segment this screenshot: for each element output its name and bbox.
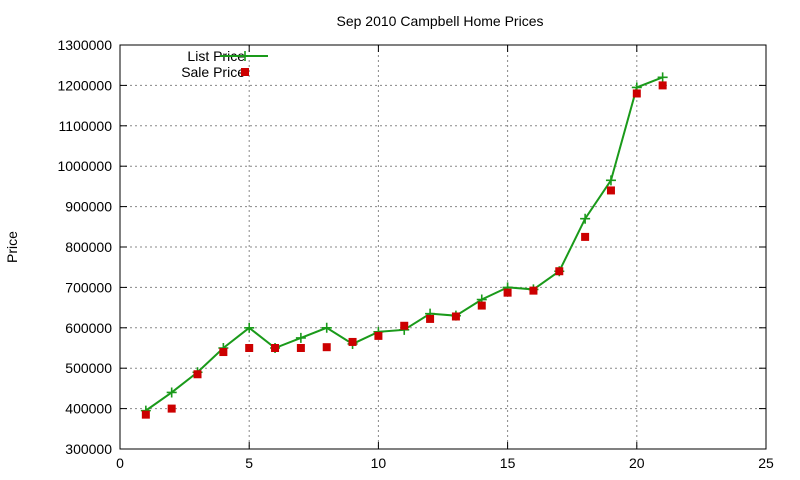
y-tick-label: 400000	[65, 401, 112, 417]
data-point	[658, 81, 667, 90]
data-point	[581, 232, 590, 241]
data-point	[529, 286, 538, 295]
legend-marker	[241, 68, 249, 76]
series-1	[141, 81, 667, 419]
data-point	[374, 331, 383, 340]
series-line	[145, 76, 664, 412]
chart-title: Sep 2010 Campbell Home Prices	[337, 13, 544, 29]
x-tick-label: 20	[629, 455, 645, 471]
legend-label: Sale Price	[181, 64, 245, 80]
data-point	[451, 312, 460, 321]
data-point	[321, 322, 332, 333]
data-point	[580, 213, 591, 224]
y-tick-label: 900000	[65, 199, 112, 215]
y-tick-label: 1100000	[59, 118, 113, 134]
y-axis-label: Price	[4, 231, 20, 263]
data-point	[477, 301, 486, 310]
data-point	[606, 186, 615, 195]
axis-ticks: 0 5 10 15 20 25 300000 400000 500000 600000 700000…	[57, 37, 774, 471]
data-point	[400, 321, 409, 330]
y-tick-label: 1000000	[57, 158, 112, 174]
data-point	[166, 387, 177, 398]
data-point	[245, 344, 254, 352]
data-point	[271, 344, 280, 352]
x-tick-label: 0	[116, 455, 124, 471]
data-point	[657, 72, 668, 83]
y-tick-label: 300000	[65, 441, 112, 457]
y-tick-label: 500000	[65, 360, 112, 376]
series-layer	[140, 72, 668, 419]
data-point	[141, 410, 150, 419]
data-point	[555, 267, 564, 276]
x-tick-label: 25	[758, 455, 774, 471]
grid	[120, 45, 766, 449]
y-tick-label: 1300000	[57, 37, 112, 53]
data-point	[167, 404, 176, 413]
data-point	[193, 370, 202, 379]
y-tick-label: 600000	[65, 320, 112, 336]
data-point	[348, 337, 357, 346]
data-point	[503, 288, 512, 297]
data-point	[219, 348, 228, 357]
legend-label: List Price	[187, 48, 245, 64]
x-tick-label: 10	[371, 455, 387, 471]
data-point	[295, 332, 306, 343]
data-point	[322, 343, 331, 352]
x-tick-label: 5	[245, 455, 253, 471]
series-0	[140, 72, 668, 416]
y-tick-label: 800000	[65, 239, 112, 255]
data-point	[426, 314, 435, 323]
y-tick-label: 1200000	[57, 77, 112, 93]
y-tick-label: 700000	[65, 279, 112, 295]
legend-marker	[240, 51, 250, 61]
data-point	[632, 89, 641, 98]
data-point	[605, 175, 616, 186]
x-tick-label: 15	[500, 455, 516, 471]
data-point	[296, 344, 305, 352]
data-point	[244, 322, 255, 333]
